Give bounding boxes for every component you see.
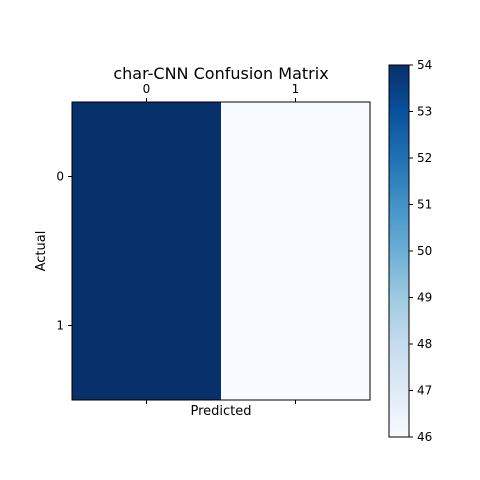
colorbar-tick-label-0: 46 bbox=[417, 430, 432, 444]
heatmap-cell-0-1 bbox=[221, 102, 370, 251]
colorbar-tick-label-8: 54 bbox=[417, 58, 432, 72]
colorbar-tick-label-2: 48 bbox=[417, 337, 432, 351]
heatmap-cell-0-0 bbox=[72, 102, 221, 251]
colorbar-tick-label-4: 50 bbox=[417, 244, 432, 258]
y-tick-label-0: 0 bbox=[56, 170, 64, 184]
chart-title: char-CNN Confusion Matrix bbox=[113, 64, 328, 83]
y-axis-ticks: 01 bbox=[56, 170, 72, 333]
x-axis-label: Predicted bbox=[190, 404, 251, 419]
colorbar-tick-label-6: 52 bbox=[417, 151, 432, 165]
plot-frame bbox=[71, 101, 371, 401]
colorbar-tick-label-3: 49 bbox=[417, 291, 432, 305]
heatmap-cell-1-0 bbox=[72, 251, 221, 400]
colorbar-tick-label-5: 51 bbox=[417, 198, 432, 212]
colorbar-ticks: 46 47 48 49 50 51 52 53 54 bbox=[409, 58, 432, 444]
y-axis-label: Actual bbox=[34, 231, 49, 272]
x-tick-label-1: 1 bbox=[292, 82, 300, 96]
colorbar-tick-label-1: 47 bbox=[417, 384, 432, 398]
x-tick-label-0: 0 bbox=[143, 82, 151, 96]
colorbar bbox=[388, 64, 410, 438]
y-tick-label-1: 1 bbox=[56, 319, 64, 333]
heatmap-cells bbox=[72, 102, 370, 400]
colorbar-tick-label-7: 53 bbox=[417, 105, 432, 119]
heatmap-cell-1-1 bbox=[221, 251, 370, 400]
